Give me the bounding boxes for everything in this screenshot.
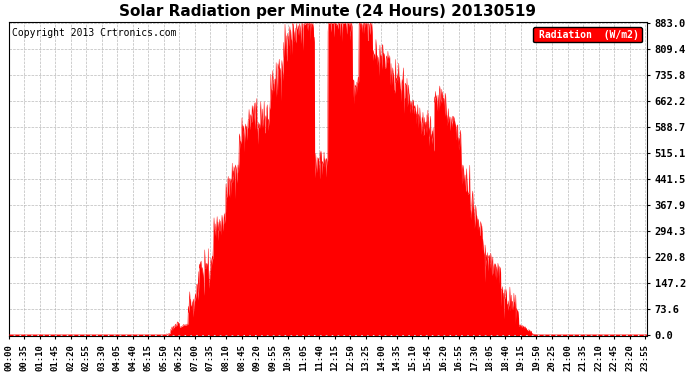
Legend: Radiation  (W/m2): Radiation (W/m2) bbox=[533, 27, 642, 42]
Text: Copyright 2013 Crtronics.com: Copyright 2013 Crtronics.com bbox=[12, 28, 177, 38]
Title: Solar Radiation per Minute (24 Hours) 20130519: Solar Radiation per Minute (24 Hours) 20… bbox=[119, 4, 536, 19]
